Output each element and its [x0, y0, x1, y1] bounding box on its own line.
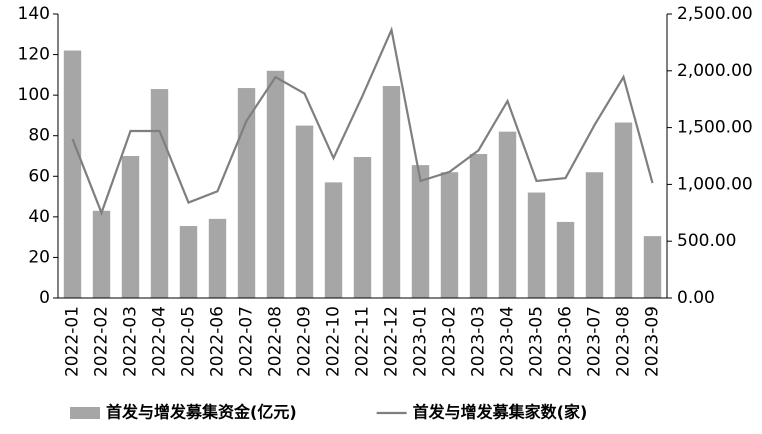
x-tick-label: 2023-08 — [614, 306, 634, 377]
bar — [237, 88, 256, 299]
bar — [469, 153, 488, 298]
bar — [440, 172, 459, 298]
bar — [643, 236, 662, 298]
y-tick-label: 20 — [28, 247, 50, 267]
y2-tick-label: 2,000.00 — [677, 61, 753, 81]
bar — [179, 225, 198, 298]
bar — [63, 50, 82, 299]
bar — [121, 156, 140, 298]
bar — [527, 192, 546, 298]
x-tick-label: 2022-02 — [92, 306, 112, 377]
x-tick-label: 2023-06 — [556, 306, 576, 377]
legend-swatch — [70, 407, 100, 419]
bar — [92, 210, 111, 298]
bar — [208, 218, 227, 298]
y-tick-label: 80 — [28, 126, 50, 146]
x-tick-label: 2023-09 — [643, 306, 663, 377]
x-tick-label: 2022-12 — [382, 306, 402, 377]
x-tick-label: 2022-06 — [208, 306, 228, 377]
x-tick-label: 2022-09 — [295, 306, 315, 377]
x-tick-label: 2023-05 — [527, 306, 547, 377]
legend-label: 首发与增发募集家数(家) — [413, 403, 588, 422]
x-tick-label: 2022-11 — [353, 306, 373, 377]
y2-tick-label: 1,500.00 — [677, 118, 753, 138]
y-tick-label: 120 — [18, 45, 50, 65]
bar — [556, 221, 575, 298]
y-tick-label: 100 — [18, 85, 50, 105]
y-tick-label: 40 — [28, 207, 50, 227]
legend-label: 首发与增发募集资金(亿元) — [106, 403, 297, 422]
x-tick-label: 2022-05 — [179, 306, 199, 377]
y2-tick-label: 500.00 — [677, 231, 736, 251]
bar — [324, 182, 343, 298]
bar — [266, 70, 285, 298]
y-tick-label: 60 — [28, 166, 50, 186]
x-tick-label: 2023-01 — [411, 306, 431, 377]
x-tick-label: 2022-03 — [121, 306, 141, 377]
x-tick-label: 2023-07 — [585, 306, 605, 377]
y2-tick-label: 0.00 — [677, 288, 715, 308]
bar — [353, 157, 372, 298]
bar — [614, 122, 633, 299]
x-tick-label: 2022-04 — [150, 306, 170, 377]
x-tick-label: 2023-04 — [498, 306, 518, 377]
x-tick-label: 2022-01 — [63, 306, 83, 377]
bar — [150, 89, 169, 298]
x-tick-label: 2022-07 — [237, 306, 257, 377]
y-tick-label: 140 — [18, 4, 50, 24]
line — [71, 26, 654, 216]
x-tick-label: 2023-02 — [440, 306, 460, 377]
y2-tick-label: 2,500.00 — [677, 4, 753, 24]
bar — [585, 172, 604, 298]
bar — [295, 125, 314, 298]
x-tick-label: 2022-08 — [266, 306, 286, 377]
x-tick-label: 2023-03 — [469, 306, 489, 377]
bar — [411, 165, 430, 298]
x-tick-label: 2022-10 — [324, 306, 344, 377]
y2-tick-label: 1,000.00 — [677, 174, 753, 194]
bar — [498, 131, 517, 298]
y-tick-label: 0 — [39, 288, 50, 308]
bar — [382, 86, 401, 298]
